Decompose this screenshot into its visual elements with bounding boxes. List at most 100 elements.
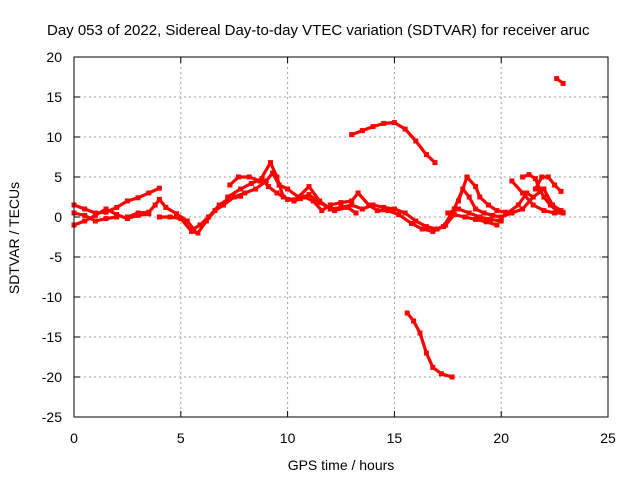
data-point	[338, 200, 344, 206]
data-point	[464, 174, 470, 180]
y-tick-label: -25	[42, 409, 62, 425]
data-point	[411, 318, 417, 324]
series-arc-l	[532, 174, 564, 194]
x-tick-label: 15	[387, 430, 403, 446]
data-point	[430, 228, 436, 234]
data-point	[402, 210, 408, 216]
data-point	[520, 190, 526, 196]
data-point	[539, 174, 545, 180]
data-point	[291, 198, 297, 204]
data-point	[370, 124, 376, 130]
y-tick-label: -5	[50, 249, 63, 265]
data-point	[174, 211, 179, 217]
y-tick-label: 10	[46, 129, 62, 145]
data-point	[413, 218, 419, 224]
chart-title: Day 053 of 2022, Sidereal Day-to-day VTE…	[47, 22, 590, 39]
data-point	[552, 182, 558, 188]
data-point	[327, 202, 333, 208]
data-point	[456, 198, 461, 204]
data-point	[274, 174, 280, 180]
data-point	[246, 174, 252, 180]
data-point	[481, 210, 487, 216]
data-point	[520, 206, 526, 212]
data-point	[381, 204, 387, 210]
y-tick-label: 5	[54, 169, 62, 185]
y-tick-label: -15	[42, 329, 62, 345]
data-point	[317, 200, 323, 206]
axis-ticks: 0 5 10 15 20 25 20 15 10 5 0 -5 -10 -15 -20 -25	[42, 49, 616, 446]
y-tick-label: 20	[46, 49, 62, 65]
data-point	[541, 194, 547, 200]
x-tick-label: 10	[280, 430, 296, 446]
data-point	[438, 371, 444, 377]
data-point	[441, 224, 446, 230]
data-point	[319, 208, 325, 214]
data-point	[490, 212, 496, 218]
data-point	[391, 206, 397, 212]
data-point	[163, 204, 169, 210]
data-point	[231, 194, 237, 200]
data-point	[152, 202, 158, 208]
data-point	[558, 188, 564, 194]
data-point	[124, 214, 130, 220]
data-point	[212, 208, 218, 214]
x-tick-label: 25	[600, 430, 616, 446]
data-point	[270, 170, 276, 176]
data-point	[92, 212, 98, 218]
data-point	[285, 196, 291, 202]
data-point	[445, 210, 451, 216]
data-point	[353, 210, 359, 216]
data-point	[402, 126, 408, 132]
data-point	[524, 190, 530, 196]
data-point	[82, 218, 88, 224]
data-point	[385, 208, 391, 214]
data-point	[466, 210, 472, 216]
data-point	[419, 226, 425, 232]
data-point	[203, 218, 209, 224]
data-point	[494, 222, 500, 228]
series-arc-m	[505, 190, 536, 216]
data-point	[263, 178, 269, 184]
data-point	[413, 138, 419, 144]
data-point	[359, 206, 365, 212]
data-point	[310, 198, 316, 204]
data-point	[274, 190, 280, 196]
data-point	[225, 194, 231, 200]
data-point	[547, 202, 553, 208]
series-line	[228, 161, 563, 233]
data-point	[349, 198, 355, 204]
data-point	[178, 216, 184, 222]
grid-lines	[74, 57, 608, 417]
data-point	[297, 196, 303, 202]
data-point	[259, 176, 265, 182]
data-point	[349, 202, 355, 208]
data-point	[526, 172, 532, 178]
data-point	[359, 128, 365, 134]
data-point	[103, 209, 109, 215]
y-axis-label: SDTVAR / TECUs	[6, 182, 22, 294]
data-point	[349, 132, 355, 138]
data-point	[541, 208, 547, 214]
data-point	[466, 194, 472, 200]
series-arc-o	[404, 310, 455, 380]
data-point	[114, 214, 120, 220]
data-point	[456, 206, 461, 212]
data-point	[167, 214, 173, 220]
data-point	[560, 80, 566, 86]
data-point	[473, 216, 479, 222]
data-point	[449, 374, 455, 380]
series-arc-n	[349, 120, 438, 166]
data-point	[488, 216, 493, 222]
data-point	[537, 186, 543, 192]
y-tick-label: -20	[42, 369, 62, 385]
data-point	[477, 194, 483, 200]
data-point	[530, 202, 536, 208]
data-point	[532, 186, 538, 192]
data-point	[485, 202, 491, 208]
data-point	[344, 204, 350, 210]
data-point	[156, 214, 162, 220]
series-arc-i	[445, 206, 504, 224]
data-point	[227, 182, 233, 188]
data-point	[135, 210, 141, 216]
data-point	[248, 180, 254, 186]
